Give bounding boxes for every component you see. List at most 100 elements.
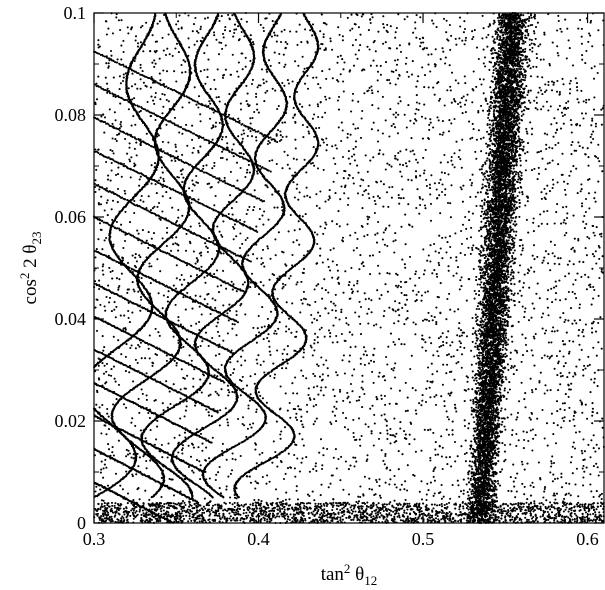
data-point xyxy=(431,272,434,275)
data-point xyxy=(359,184,362,187)
data-point xyxy=(508,388,511,391)
data-point xyxy=(316,363,319,366)
data-point xyxy=(233,28,236,31)
data-point xyxy=(332,456,335,459)
data-point xyxy=(448,394,451,397)
data-point xyxy=(97,203,101,206)
data-point xyxy=(394,116,397,119)
data-point xyxy=(150,182,153,185)
data-point xyxy=(231,390,234,393)
data-point xyxy=(375,64,378,67)
data-point xyxy=(480,104,483,107)
data-point xyxy=(455,43,458,46)
data-point xyxy=(244,56,247,59)
data-point xyxy=(253,189,256,192)
data-point xyxy=(556,374,559,377)
data-point xyxy=(545,147,548,151)
data-point xyxy=(119,484,122,487)
data-point xyxy=(298,23,301,26)
data-point xyxy=(283,121,287,124)
data-point xyxy=(101,269,104,272)
data-point xyxy=(529,418,532,421)
data-point xyxy=(250,272,254,275)
data-point xyxy=(130,26,134,29)
data-point xyxy=(199,464,202,467)
data-point xyxy=(249,130,252,133)
data-point xyxy=(251,116,254,120)
data-point xyxy=(511,433,514,436)
data-point xyxy=(413,438,416,441)
data-point xyxy=(281,287,284,290)
data-point xyxy=(561,340,564,343)
data-point xyxy=(325,223,328,226)
data-point xyxy=(208,117,212,120)
data-point xyxy=(238,152,241,155)
data-point xyxy=(357,495,360,498)
data-point xyxy=(199,478,202,481)
data-point xyxy=(540,197,543,200)
data-point xyxy=(294,376,297,379)
data-point xyxy=(161,402,164,405)
data-point xyxy=(552,183,555,186)
data-point xyxy=(136,361,139,364)
data-point xyxy=(136,42,140,45)
data-point xyxy=(126,288,129,291)
data-point xyxy=(256,172,259,175)
data-point xyxy=(404,243,407,246)
data-point xyxy=(181,132,184,135)
data-point xyxy=(228,303,231,306)
data-point xyxy=(195,103,198,106)
data-point xyxy=(100,468,103,471)
data-point xyxy=(95,168,98,171)
data-point xyxy=(101,265,104,268)
data-point xyxy=(215,269,219,272)
data-point xyxy=(566,182,569,185)
data-point xyxy=(139,66,142,69)
data-point xyxy=(125,343,128,346)
data-point xyxy=(389,82,392,85)
data-point xyxy=(379,496,382,499)
data-point xyxy=(408,42,411,45)
data-point xyxy=(507,489,510,492)
data-point xyxy=(264,91,267,94)
data-point xyxy=(320,467,324,471)
data-point xyxy=(591,45,594,48)
data-point xyxy=(559,127,563,130)
data-point xyxy=(98,45,101,48)
data-point xyxy=(141,70,144,73)
data-point xyxy=(462,95,465,98)
data-point xyxy=(98,406,101,409)
data-point xyxy=(324,227,327,230)
data-point xyxy=(400,225,403,228)
data-point xyxy=(553,330,556,333)
data-point xyxy=(191,443,194,446)
data-point xyxy=(366,170,369,173)
data-point xyxy=(561,374,564,377)
data-point xyxy=(154,183,157,186)
data-point xyxy=(181,214,184,217)
data-point xyxy=(319,30,322,33)
data-point xyxy=(103,239,106,242)
data-point xyxy=(580,112,584,115)
data-point xyxy=(195,322,198,325)
data-point xyxy=(246,168,249,171)
data-point xyxy=(167,100,170,103)
data-point xyxy=(374,203,377,206)
data-point xyxy=(134,35,138,38)
data-point xyxy=(526,498,529,501)
data-point xyxy=(247,105,250,108)
data-point xyxy=(162,180,165,183)
data-point xyxy=(331,145,334,148)
data-point xyxy=(237,61,240,64)
data-point xyxy=(247,163,250,167)
data-point xyxy=(409,150,412,153)
data-point xyxy=(242,387,245,390)
data-point xyxy=(161,195,164,198)
data-point xyxy=(427,311,430,314)
data-point xyxy=(134,83,137,86)
data-point xyxy=(300,369,303,372)
data-point xyxy=(522,281,525,285)
data-point xyxy=(336,99,340,102)
data-point xyxy=(357,417,361,420)
data-point xyxy=(560,472,563,475)
